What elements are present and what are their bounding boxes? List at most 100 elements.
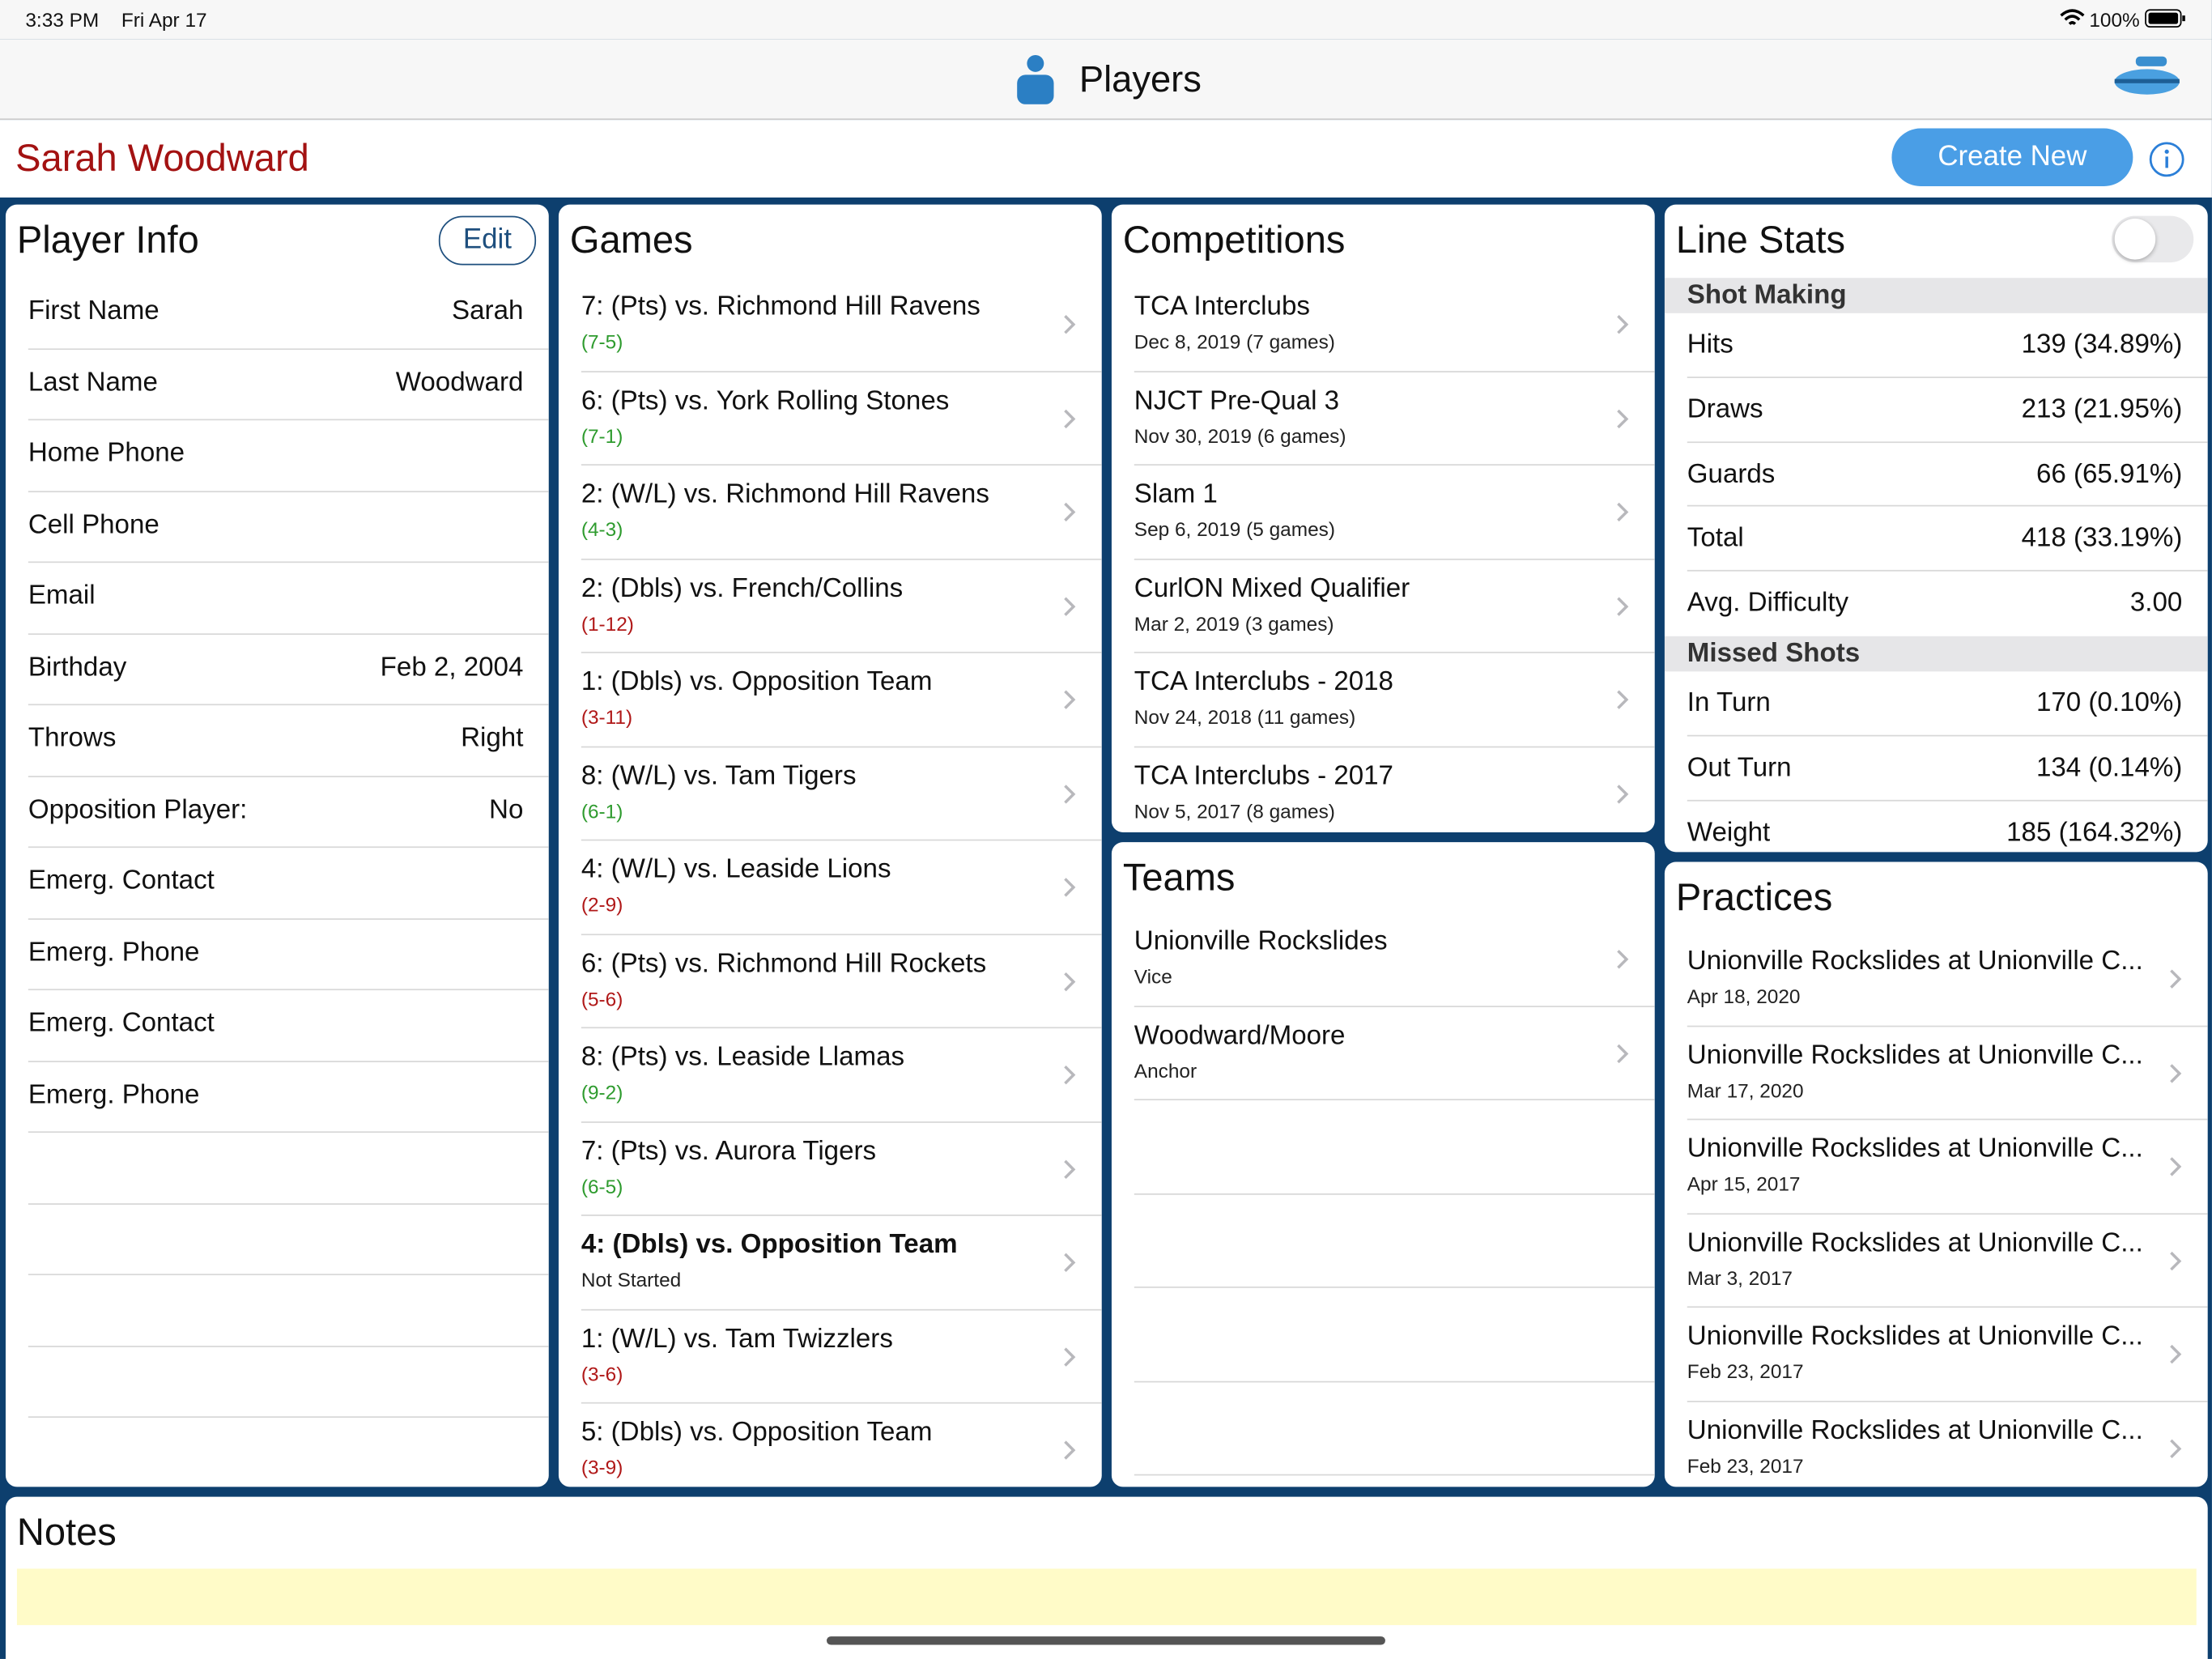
line-stats-panel: Line Stats Shot Making Hits 139 (34.89%) Dr…: [1664, 204, 2208, 853]
item-subtitle: (5-6): [581, 986, 623, 1010]
chevron: [1064, 1440, 1076, 1461]
chevron: [1617, 409, 1629, 428]
list-item[interactable]: Unionville Rockslides Vice: [1134, 912, 1655, 1007]
item-title: 6: (Pts) vs. Richmond Hill Rockets: [581, 948, 987, 979]
item-title: TCA Interclubs - 2018: [1134, 667, 1393, 697]
list-item[interactable]: Woodward/Moore Anchor: [1134, 1006, 1655, 1100]
list-item[interactable]: Slam 1 Sep 6, 2019 (5 games): [1134, 466, 1655, 559]
chevron: [1064, 315, 1076, 334]
chevron: [2170, 969, 2182, 989]
info-row: Emerg. Phone: [28, 919, 549, 991]
stat-label: Out Turn: [1687, 753, 1792, 783]
info-label: Last Name: [28, 367, 158, 398]
item-title: Unionville Rockslides at Unionville C...: [1687, 1415, 2143, 1445]
list-item[interactable]: 7: (Pts) vs. Aurora Tigers (6-5): [581, 1122, 1102, 1216]
practices-list: Unionville Rockslides at Unionville C...…: [1687, 933, 2208, 1487]
list-item[interactable]: 1: (W/L) vs. Tam Twizzlers (3-6): [581, 1310, 1102, 1404]
info-value: No: [489, 794, 524, 825]
list-item[interactable]: Unionville Rockslides at Unionville C...…: [1687, 1027, 2208, 1121]
list-item[interactable]: 1: (Dbls) vs. Opposition Team (3-11): [581, 653, 1102, 747]
item-title: 5: (Dbls) vs. Opposition Team: [581, 1418, 933, 1448]
item-title: Woodward/Moore: [1134, 1020, 1346, 1051]
list-item[interactable]: Unionville Rockslides at Unionville C...…: [1687, 1402, 2208, 1487]
item-title: 4: (Dbls) vs. Opposition Team: [581, 1230, 958, 1260]
chevron: [1617, 950, 1629, 969]
item-subtitle: Anchor: [1134, 1058, 1197, 1082]
info-button[interactable]: [2149, 141, 2185, 177]
empty-row: [28, 1418, 549, 1487]
section-header: Missed Shots: [1664, 636, 2208, 672]
list-item[interactable]: TCA Interclubs Dec 8, 2019 (7 games): [1134, 278, 1655, 372]
chevron: [1064, 597, 1076, 616]
panel-title: Notes: [16, 1511, 117, 1554]
stat-label: In Turn: [1687, 688, 1771, 718]
list-item[interactable]: Unionville Rockslides at Unionville C...…: [1687, 1120, 2208, 1214]
item-title: 8: (Pts) vs. Leaside Llamas: [581, 1042, 905, 1073]
item-title: 6: (Pts) vs. York Rolling Stones: [581, 385, 950, 416]
chevron: [1064, 972, 1076, 991]
list-item[interactable]: CurlON Mixed Qualifier Mar 2, 2019 (3 gam…: [1134, 559, 1655, 653]
empty-row: [1134, 1194, 1655, 1288]
info-label: Emerg. Phone: [28, 1079, 200, 1110]
list-item[interactable]: 4: (W/L) vs. Leaside Lions (2-9): [581, 840, 1102, 935]
edit-button[interactable]: Edit: [438, 215, 537, 266]
panel-title: Games: [569, 219, 693, 262]
time: 3:33 PM: [25, 8, 100, 32]
curling-stone-icon[interactable]: [2113, 53, 2181, 96]
info-row: First Name Sarah: [28, 278, 549, 350]
panel-title: Practices: [1675, 875, 1833, 919]
item-subtitle: Mar 3, 2017: [1687, 1266, 1793, 1289]
section-rows: In Turn 170 (0.10%) Out Turn 134 (0.14%) Wei…: [1665, 671, 2208, 852]
item-title: 1: (W/L) vs. Tam Twizzlers: [581, 1324, 893, 1354]
list-item[interactable]: TCA Interclubs - 2017 Nov 5, 2017 (8 game…: [1134, 747, 1655, 832]
list-item[interactable]: 7: (Pts) vs. Richmond Hill Ravens (7-5): [581, 278, 1102, 372]
list-item[interactable]: NJCT Pre-Qual 3 Nov 30, 2019 (6 games): [1134, 372, 1655, 466]
item-title: Slam 1: [1134, 479, 1218, 509]
list-item[interactable]: 6: (Pts) vs. Richmond Hill Rockets (5-6): [581, 934, 1102, 1029]
list-item[interactable]: 6: (Pts) vs. York Rolling Stones (7-1): [581, 372, 1102, 466]
teams-list: Unionville Rockslides Vice Woodward/Moore A…: [1134, 912, 1655, 1476]
stat-label: Avg. Difficulty: [1687, 588, 1849, 619]
list-item[interactable]: 8: (W/L) vs. Tam Tigers (6-1): [581, 747, 1102, 841]
create-new-button[interactable]: Create New: [1891, 128, 2133, 186]
info-label: Emerg. Contact: [28, 1008, 215, 1039]
teams-panel: Teams Unionville Rockslides Vice Woodward/…: [1111, 842, 1655, 1487]
item-subtitle: Vice: [1134, 964, 1172, 988]
item-title: NJCT Pre-Qual 3: [1134, 385, 1340, 416]
list-item[interactable]: 2: (W/L) vs. Richmond Hill Ravens (4-3): [581, 466, 1102, 559]
info-value: Woodward: [395, 367, 524, 398]
item-subtitle: Apr 15, 2017: [1687, 1172, 1801, 1195]
panel-title: Player Info: [16, 219, 199, 262]
home-indicator: [826, 1636, 1385, 1645]
item-subtitle: (1-12): [581, 611, 634, 635]
section-rows: Hits 139 (34.89%) Draws 213 (21.95%) Guards 6…: [1665, 313, 2208, 636]
list-item[interactable]: 4: (Dbls) vs. Opposition Team Not Started: [581, 1216, 1102, 1310]
info-row: Last Name Woodward: [28, 349, 549, 421]
chevron: [1064, 409, 1076, 428]
item-subtitle: Dec 8, 2019 (7 games): [1134, 330, 1335, 353]
list-item[interactable]: 2: (Dbls) vs. French/Collins (1-12): [581, 559, 1102, 653]
games-list: 7: (Pts) vs. Richmond Hill Ravens (7-5) 6:…: [581, 278, 1102, 1487]
item-subtitle: Mar 17, 2020: [1687, 1078, 1804, 1101]
item-title: Unionville Rockslides at Unionville C...: [1687, 1040, 2143, 1070]
notes-field[interactable]: [16, 1568, 2197, 1626]
item-title: 2: (W/L) vs. Richmond Hill Ravens: [581, 479, 989, 509]
item-subtitle: (3-11): [581, 705, 633, 729]
stat-value: 213 (21.95%): [2021, 394, 2183, 425]
info-label: Cell Phone: [28, 509, 160, 540]
stat-row: Weight 185 (164.32%): [1687, 801, 2208, 852]
list-item[interactable]: Unionville Rockslides at Unionville C...…: [1687, 933, 2208, 1027]
info-row: Emerg. Contact: [28, 848, 549, 920]
list-item[interactable]: Unionville Rockslides at Unionville C...…: [1687, 1214, 2208, 1308]
player-info-panel: Player Info Edit First Name Sarah Last Nam…: [5, 204, 549, 1487]
item-title: Unionville Rockslides: [1134, 926, 1388, 957]
info-label: Home Phone: [28, 438, 185, 469]
item-subtitle: (7-1): [581, 423, 623, 447]
list-item[interactable]: 8: (Pts) vs. Leaside Llamas (9-2): [581, 1028, 1102, 1122]
list-item[interactable]: TCA Interclubs - 2018 Nov 24, 2018 (11 ga…: [1134, 653, 1655, 747]
list-item[interactable]: 5: (Dbls) vs. Opposition Team (3-9): [581, 1404, 1102, 1487]
chevron: [1064, 1159, 1076, 1179]
list-item[interactable]: Unionville Rockslides at Unionville C...…: [1687, 1308, 2208, 1402]
nav-title: Players: [1078, 57, 1202, 100]
toggle[interactable]: [2112, 215, 2194, 263]
